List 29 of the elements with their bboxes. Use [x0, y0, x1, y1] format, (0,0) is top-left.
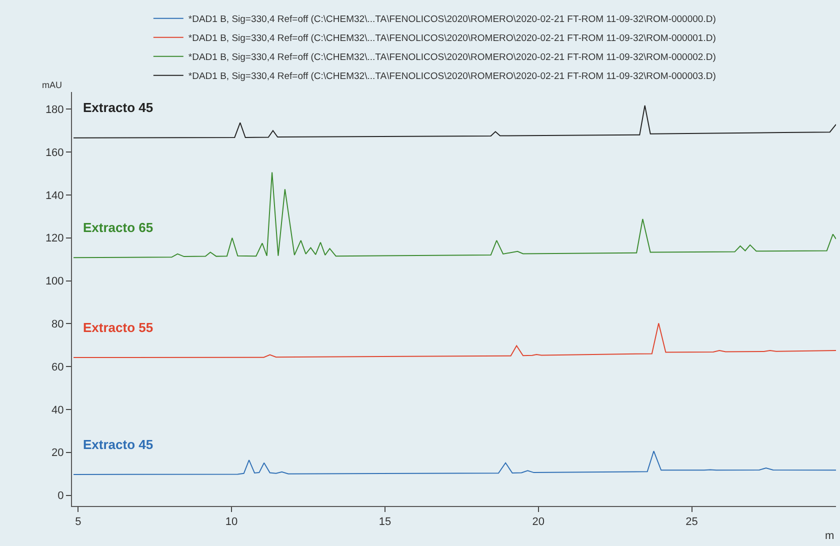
y-tick-label: 20	[52, 447, 64, 460]
x-tick-label: 10	[225, 516, 238, 528]
line-series	[73, 172, 836, 258]
line-series	[73, 322, 836, 358]
line-series	[73, 450, 836, 475]
annotation: Extracto 65	[83, 220, 154, 235]
x-tick-label: 25	[686, 516, 698, 528]
y-tick-label: 160	[45, 146, 64, 159]
x-tick-label: 20	[532, 516, 545, 528]
y-tick-label: 120	[45, 232, 64, 245]
annotation: Extracto 45	[83, 100, 154, 115]
line-series	[73, 105, 836, 138]
y-tick-label: 60	[52, 361, 64, 374]
x-tick-label: 5	[75, 516, 82, 528]
legend-label: *DAD1 B, Sig=330,4 Ref=off (C:\CHEM32\...TA\FENOLICOS\2020\ROMERO\2020-02-21 FT-ROM 11-09-32\ROM-000002.D)	[188, 52, 716, 64]
legend-label: *DAD1 B, Sig=330,4 Ref=off (C:\CHEM32\...TA\FENOLICOS\2020\ROMERO\2020-02-21 FT-ROM 11-09-32\ROM-000003.D)	[188, 71, 716, 82]
x-axis-title: m	[825, 530, 834, 542]
annotation: Extracto 45	[83, 437, 154, 452]
y-tick-label: 80	[52, 318, 64, 331]
y-tick-label: 0	[58, 490, 64, 502]
y-tick-label: 140	[45, 190, 64, 202]
y-axis-title: mAU	[42, 80, 62, 90]
y-tick-label: 100	[45, 276, 64, 288]
legend-label: *DAD1 B, Sig=330,4 Ref=off (C:\CHEM32\...TA\FENOLICOS\2020\ROMERO\2020-02-21 FT-ROM 11-09-32\ROM-000000.D)	[188, 14, 716, 26]
annotation: Extracto 55	[83, 320, 154, 335]
x-tick-label: 15	[378, 516, 392, 528]
y-tick-label: 180	[45, 104, 64, 116]
y-tick-label: 40	[52, 404, 64, 416]
legend-label: *DAD1 B, Sig=330,4 Ref=off (C:\CHEM32\...TA\FENOLICOS\2020\ROMERO\2020-02-21 FT-ROM 11-09-32\ROM-000001.D)	[188, 33, 716, 44]
